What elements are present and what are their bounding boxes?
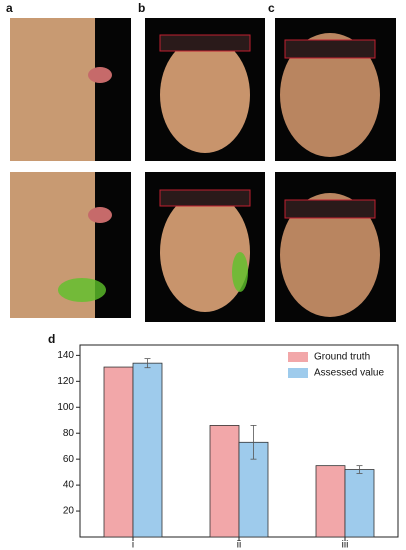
highlight (58, 278, 106, 302)
bar (132, 362, 163, 538)
y-tick-label: 20 (63, 506, 75, 517)
lip (88, 67, 112, 83)
x-tick-label: i (132, 540, 134, 550)
y-tick-label: 140 (57, 350, 74, 361)
bar (315, 465, 346, 538)
error-bar (144, 358, 151, 369)
legend-swatch (288, 368, 308, 378)
x-tick-label: ii (237, 540, 241, 550)
face (160, 192, 250, 312)
bar (103, 366, 134, 538)
y-tick-label: 60 (63, 454, 75, 465)
face (160, 37, 250, 153)
headband (284, 39, 376, 59)
error-bar (250, 425, 257, 460)
highlight (232, 252, 248, 292)
bar (344, 469, 375, 538)
legend-swatch (288, 352, 308, 362)
y-tick-label: 40 (63, 480, 75, 491)
y-tick-label: 80 (63, 428, 75, 439)
error-bar (356, 465, 363, 474)
panel-label: b (138, 1, 145, 15)
photos (10, 18, 396, 322)
headband (159, 34, 251, 52)
bar (209, 425, 240, 538)
panel-label: c (268, 1, 275, 15)
headband (284, 199, 376, 219)
head (280, 33, 380, 157)
legend-label: Ground truth (314, 352, 370, 363)
x-tick-label: iii (342, 540, 349, 550)
panel-label: a (6, 1, 13, 15)
headband (159, 189, 251, 207)
panel-label: d (48, 332, 55, 346)
lip (88, 207, 112, 223)
y-tick-label: 120 (57, 376, 74, 387)
photo-bg (95, 18, 131, 161)
head (280, 193, 380, 317)
legend-label: Assessed value (314, 368, 384, 379)
y-tick-label: 100 (57, 402, 74, 413)
